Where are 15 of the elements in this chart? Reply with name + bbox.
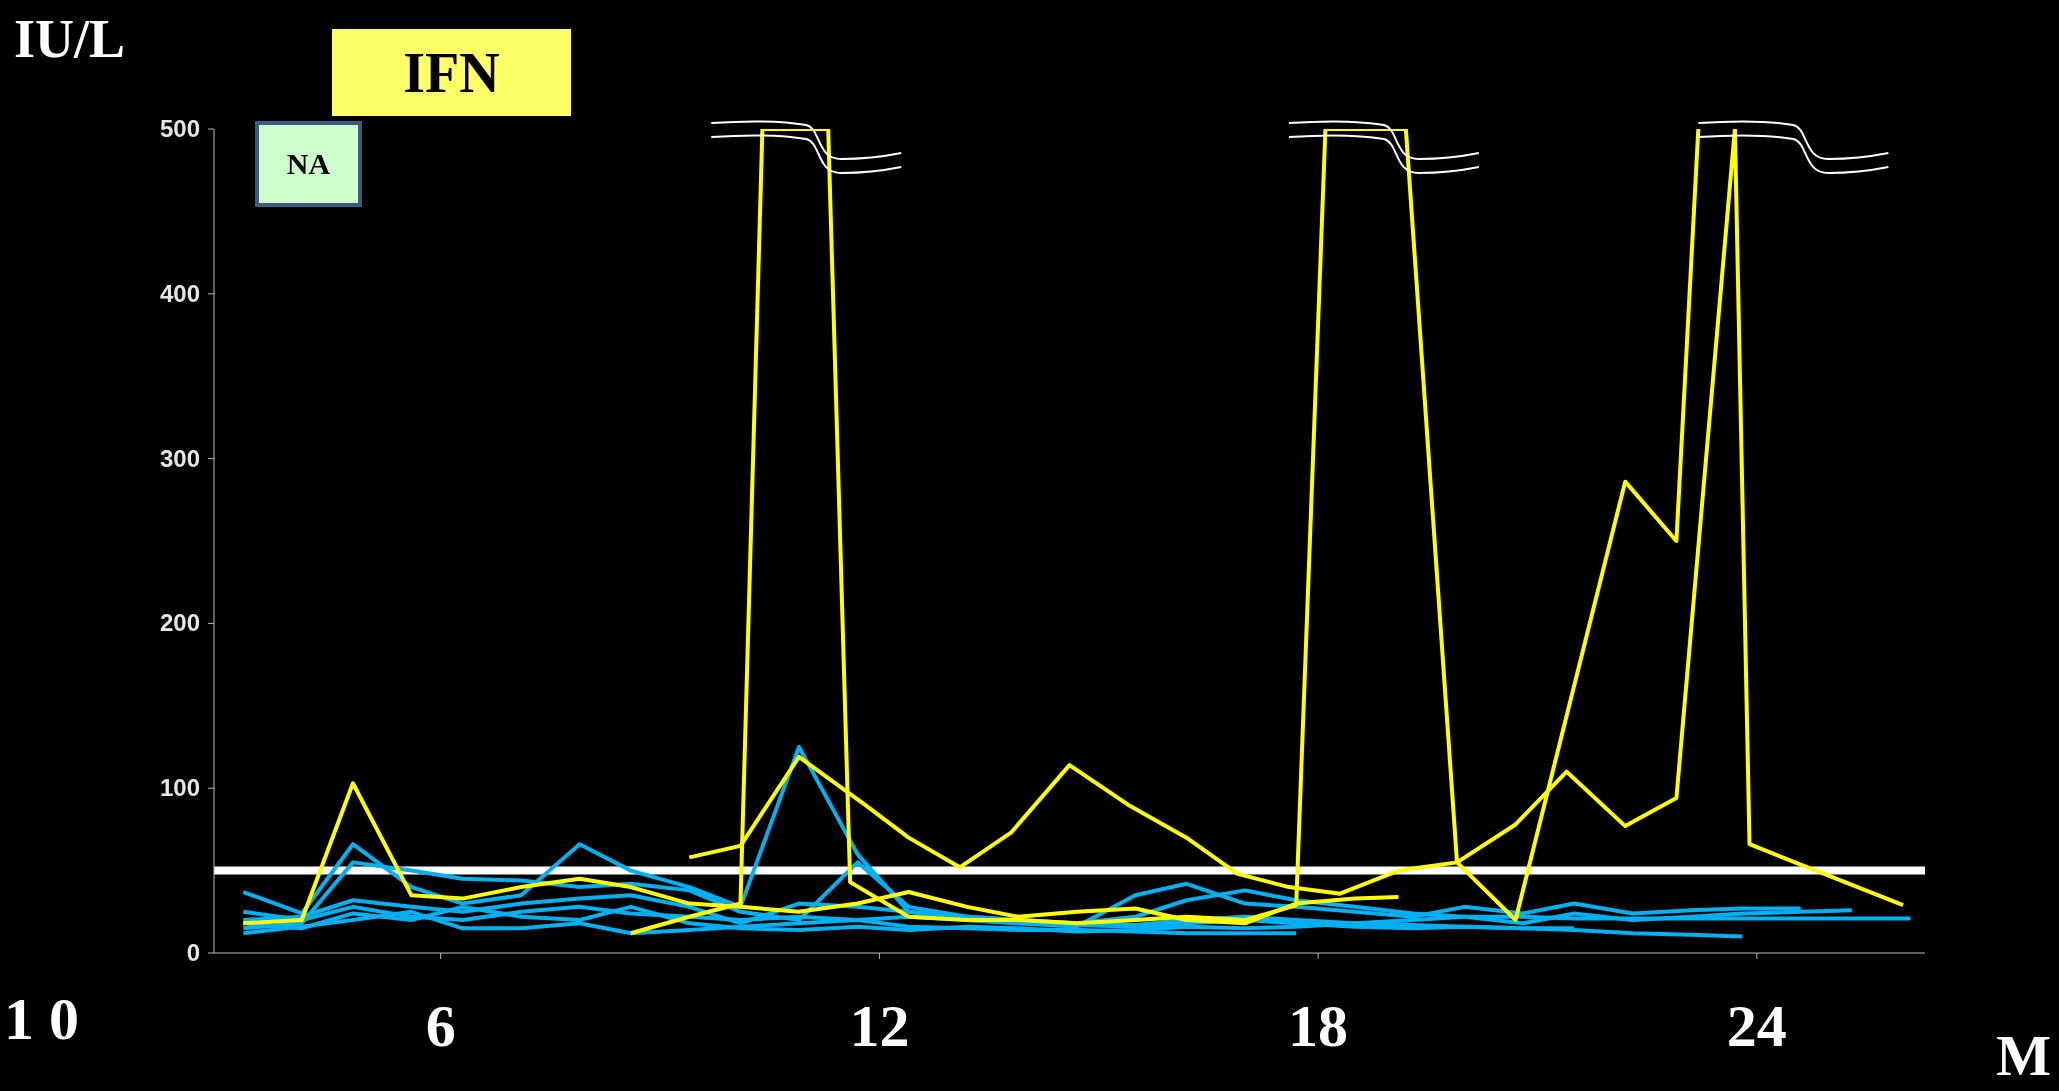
text: 1 0: [4, 985, 79, 1054]
y-axis-title: IU/L: [14, 8, 126, 70]
x-tick-label: 12: [849, 993, 910, 1059]
y-tick-label: 300: [159, 444, 200, 472]
y-tick-label: 100: [159, 774, 200, 802]
y-tick-label: 400: [159, 279, 200, 307]
y-tick-label: 0: [186, 939, 200, 966]
x-axis-title: M: [1996, 1022, 2051, 1089]
x-tick-label: 24: [1726, 993, 1787, 1059]
annotation: NA: [255, 121, 362, 207]
chart-title: IFN: [332, 29, 571, 116]
x-tick-label: 18: [1288, 993, 1349, 1059]
y-tick-label: 500: [159, 115, 200, 142]
x-tick-label: 6: [425, 993, 456, 1059]
y-tick-label: 200: [159, 609, 200, 637]
